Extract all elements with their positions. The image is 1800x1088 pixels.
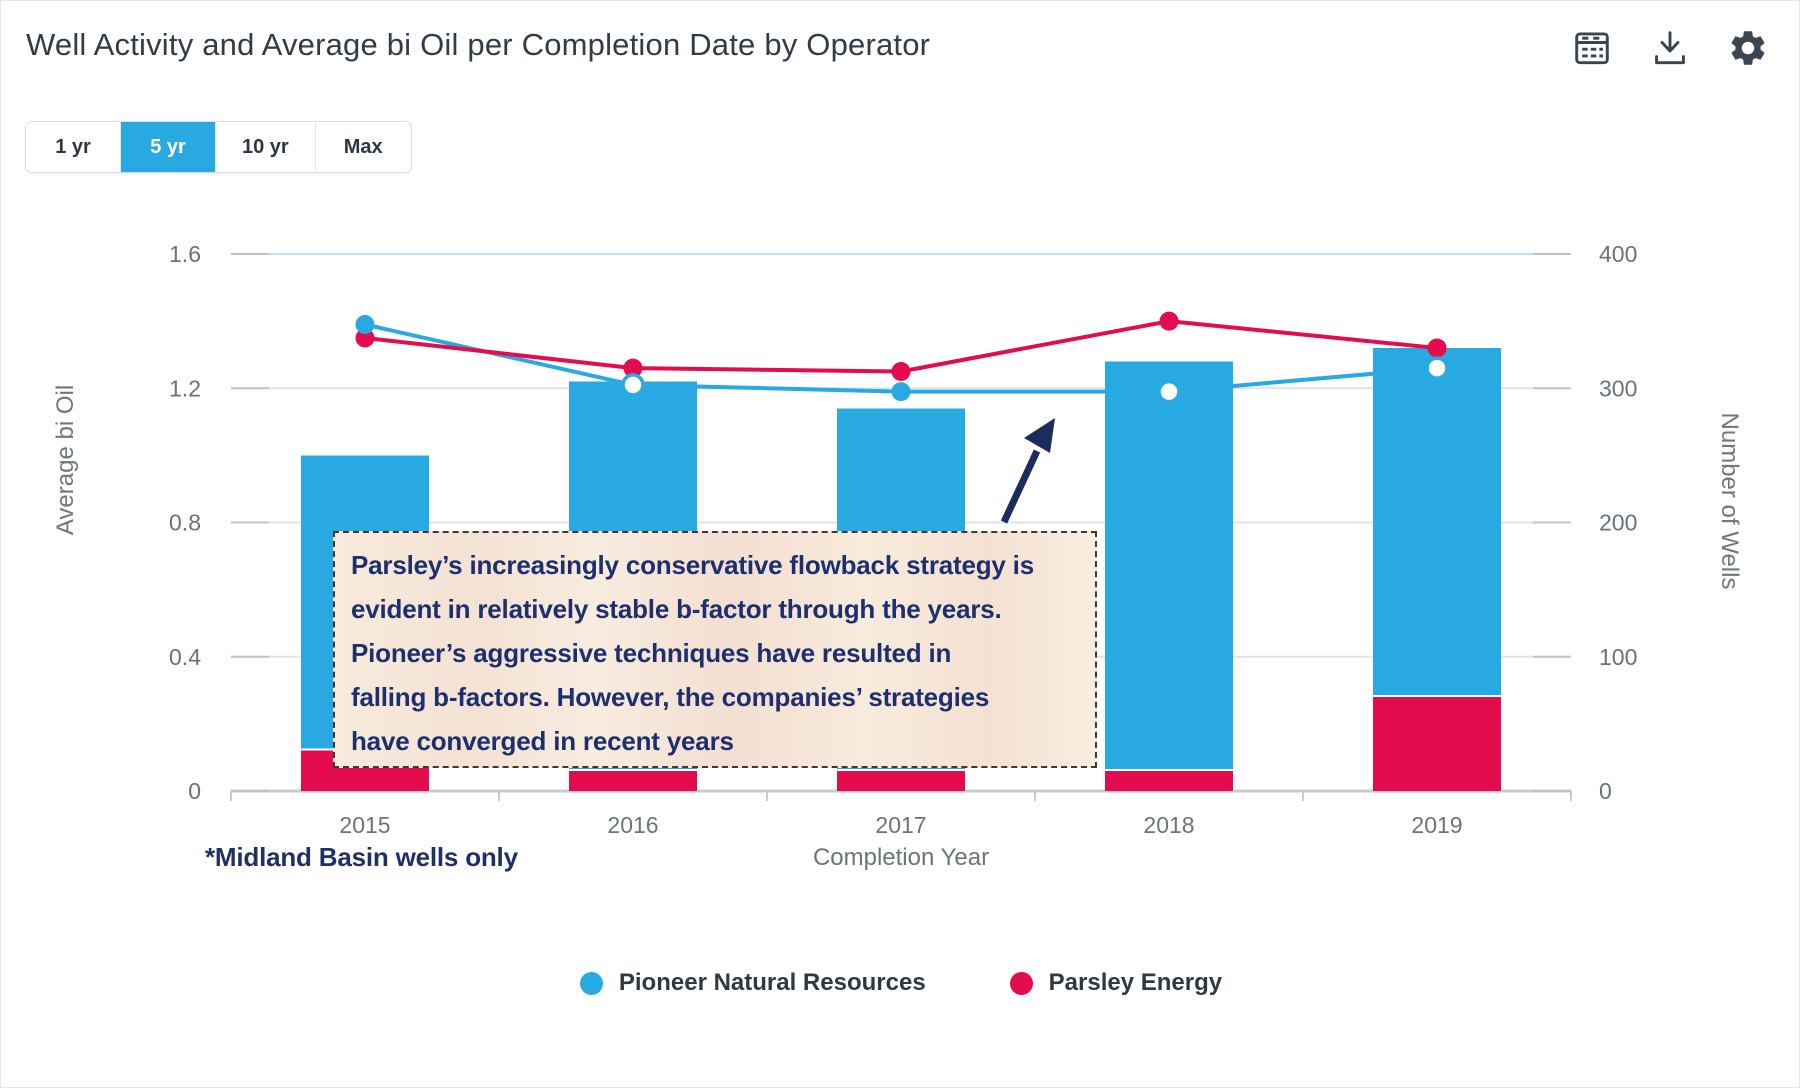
range-button-10yr[interactable]: 10 yr [216,122,316,172]
download-icon[interactable] [1647,25,1693,71]
left-axis-tick-label: 0 [188,778,201,804]
left-axis-tick-label: 1.2 [169,375,201,401]
legend-item-pioneer[interactable]: Pioneer Natural Resources [579,969,926,997]
annotation-arrow-head [1024,418,1055,453]
line-marker[interactable] [355,315,375,335]
bar-segment-parsley[interactable] [1105,770,1233,791]
chart-legend: Pioneer Natural Resources Parsley Energy [1,969,1799,997]
time-range-selector: 1 yr 5 yr 10 yr Max [25,121,412,173]
pioneer-legend-label: Pioneer Natural Resources [618,969,926,996]
line-marker[interactable] [1159,311,1179,331]
line-marker[interactable] [623,358,643,378]
line-marker[interactable] [891,382,911,402]
annotation-text: Parsley’s increasingly conservative flow… [351,543,1095,763]
x-axis-category-label: 2015 [339,812,390,838]
trend-line [364,322,1438,394]
right-axis-tick-label: 0 [1599,778,1612,804]
line-marker[interactable] [621,373,645,397]
range-button-max[interactable]: Max [315,122,411,172]
annotation-line: have converged in recent years [351,726,734,756]
line-marker[interactable] [1427,338,1447,358]
header-toolbar [1569,25,1771,71]
left-axis-tick-label: 0.8 [169,510,201,536]
annotation-arrow-shaft [1000,449,1041,524]
annotation-line: falling b-factors. However, the companie… [351,682,990,712]
right-axis-tick-label: 400 [1599,241,1637,267]
right-axis-tick-label: 100 [1599,644,1637,670]
bar-segment-parsley[interactable] [837,770,965,791]
pioneer-legend-dot [579,971,603,995]
x-axis-category-label: 2017 [875,812,926,838]
x-axis-category-label: 2018 [1143,812,1194,838]
parsley-legend-label: Parsley Energy [1048,969,1223,996]
page-title: Well Activity and Average bi Oil per Com… [26,27,931,62]
bar-segment-parsley[interactable] [569,770,697,791]
annotation-box: Parsley’s increasingly conservative flow… [333,531,1097,768]
right-axis-tick-label: 200 [1599,510,1637,536]
line-marker[interactable] [891,362,911,381]
x-axis-category-label: 2019 [1411,812,1462,838]
line-marker[interactable] [355,328,375,348]
range-button-5yr[interactable]: 5 yr [121,122,216,172]
left-axis-tick-label: 0.4 [169,644,201,670]
bar-segment-pioneer[interactable] [1105,361,1233,769]
data-table-icon[interactable] [1569,25,1615,71]
left-axis-tick-label: 1.6 [169,241,201,267]
settings-gear-icon[interactable] [1725,25,1771,71]
bar-segment-parsley[interactable] [1373,697,1501,791]
annotation-line: evident in relatively stable b-factor th… [351,594,1002,624]
left-axis-title: Average bi Oil [52,384,79,536]
annotation-line: Pioneer’s aggressive techniques have res… [351,638,952,668]
chart-footnote: *Midland Basin wells only [205,842,518,872]
x-axis-title: Completion Year [812,844,990,871]
right-axis-title: Number of Wells [1716,412,1743,590]
legend-item-parsley[interactable]: Parsley Energy [1009,969,1223,997]
right-axis-tick-label: 300 [1599,375,1637,401]
parsley-legend-dot [1009,971,1033,995]
annotation-line: Parsley’s increasingly conservative flow… [351,550,1034,580]
line-marker[interactable] [1425,356,1449,380]
x-axis-category-label: 2016 [607,812,658,838]
range-button-1yr[interactable]: 1 yr [26,122,121,172]
line-marker[interactable] [1157,379,1181,404]
bar-segment-pioneer[interactable] [1373,348,1501,696]
